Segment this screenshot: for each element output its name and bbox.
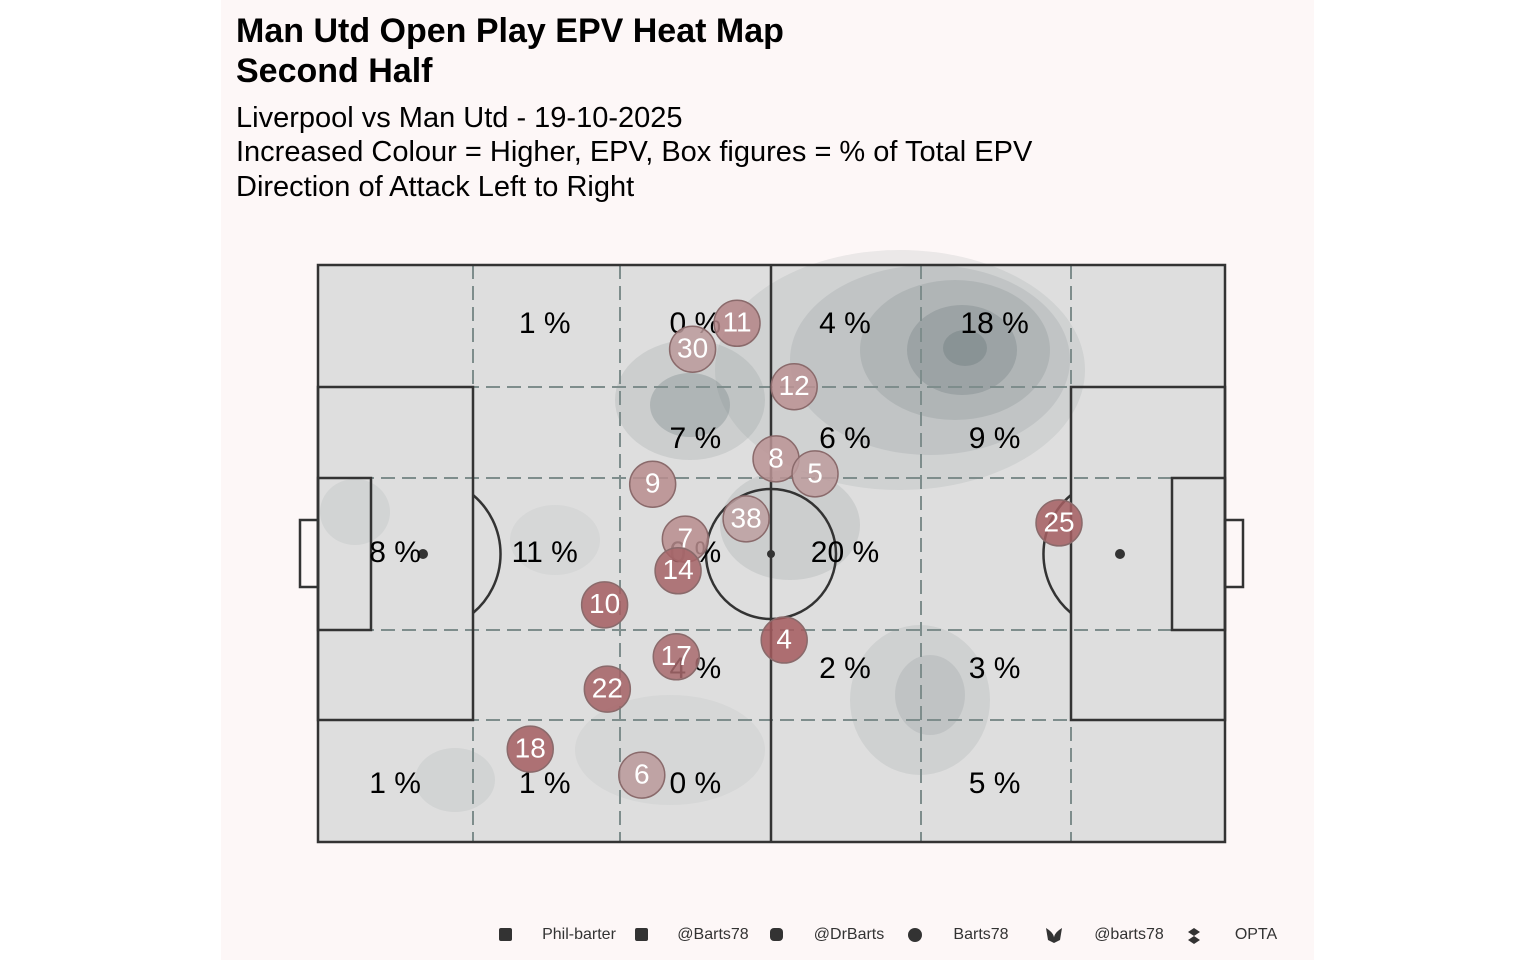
zone-labels: 1 %0 %4 %18 %7 %6 %9 %8 %11 %0 %20 %4 %2… [369,307,1029,800]
player-marker [760,616,808,664]
zone-label: 20 % [811,536,879,569]
heat-density [320,250,1085,812]
player-marker [1035,499,1083,547]
player: 25 [1035,499,1083,547]
player: 10 [580,581,629,629]
player: 14 [654,547,702,595]
player-number: 18 [515,732,546,763]
zone-label: 8 % [369,536,421,569]
player-number: 8 [768,442,784,473]
footer-text: OPTA [1235,926,1278,943]
player-marker [654,547,702,595]
player-number: 9 [645,468,661,499]
player-number: 22 [592,672,623,703]
zone-label: 7 % [669,422,721,455]
player-number: 6 [634,758,650,789]
player-marker [583,665,632,713]
zone-label: 1 % [519,307,571,340]
footer-text: Barts78 [953,926,1008,943]
zone-label: 11 % [512,536,578,569]
player-number: 14 [663,554,694,585]
player: 22 [583,665,632,713]
footer-text: @DrBarts [814,926,884,943]
player: 30 [668,325,717,373]
pitch-markings [298,263,1245,844]
player-marker [722,495,770,543]
zone-label: 9 % [969,422,1021,455]
zone-label: 5 % [969,767,1021,800]
subtitle: Direction of Attack Left to Right [236,171,634,203]
player-marker [668,325,717,373]
player-marker [618,751,666,799]
pitch: 1 %0 %4 %18 %7 %6 %9 %8 %11 %0 %20 %4 %2… [298,250,1245,844]
players: 11 30 12 8 5 9 38 25 714 10 4 17 22 18 6 [506,299,1083,799]
player-number: 30 [677,333,708,364]
player-marker [652,633,701,681]
zone-label: 2 % [819,652,871,685]
player-number: 25 [1043,506,1074,537]
subtitle: Increased Colour = Higher, EPV, Box figu… [236,136,1033,168]
player-marker [770,362,818,411]
player: 5 [791,450,839,498]
player-number: 12 [779,370,810,401]
zone-label: 18 % [960,307,1028,340]
player-number: 10 [589,588,620,619]
chart-title: Man Utd Open Play EPV Heat Map [236,12,784,50]
player: 18 [506,725,554,773]
zone-label: 1 % [369,767,421,800]
player-marker [580,581,629,629]
player-marker [713,299,761,348]
subtitle: Liverpool vs Man Utd - 19-10-2025 [236,102,683,134]
zone-label: 6 % [819,422,871,455]
zone-label: 3 % [969,652,1021,685]
player-number: 4 [776,623,792,654]
player: 6 [618,751,666,799]
player-number: 11 [722,307,751,338]
player-marker [791,450,839,498]
player-number: 38 [731,502,762,533]
zone-label: 4 % [819,307,871,340]
footer-text: @Barts78 [677,926,748,943]
zone-label: 0 % [669,767,721,800]
player-number: 17 [661,640,692,671]
footer-icons [499,928,1200,944]
player-marker [628,460,677,509]
player: 8 [752,435,800,483]
player: 4 [760,616,808,664]
player-number: 5 [807,457,823,488]
player: 17 [652,633,701,681]
player: 12 [770,362,818,411]
player-marker [506,725,554,773]
player: 9 [628,460,677,509]
player: 38 [722,495,770,543]
player: 11 [713,299,761,348]
footer-text: @barts78 [1094,926,1164,943]
player-number: 7 [678,522,694,553]
footer-text: Phil-barter [542,926,616,943]
chart-title: Second Half [236,52,433,90]
